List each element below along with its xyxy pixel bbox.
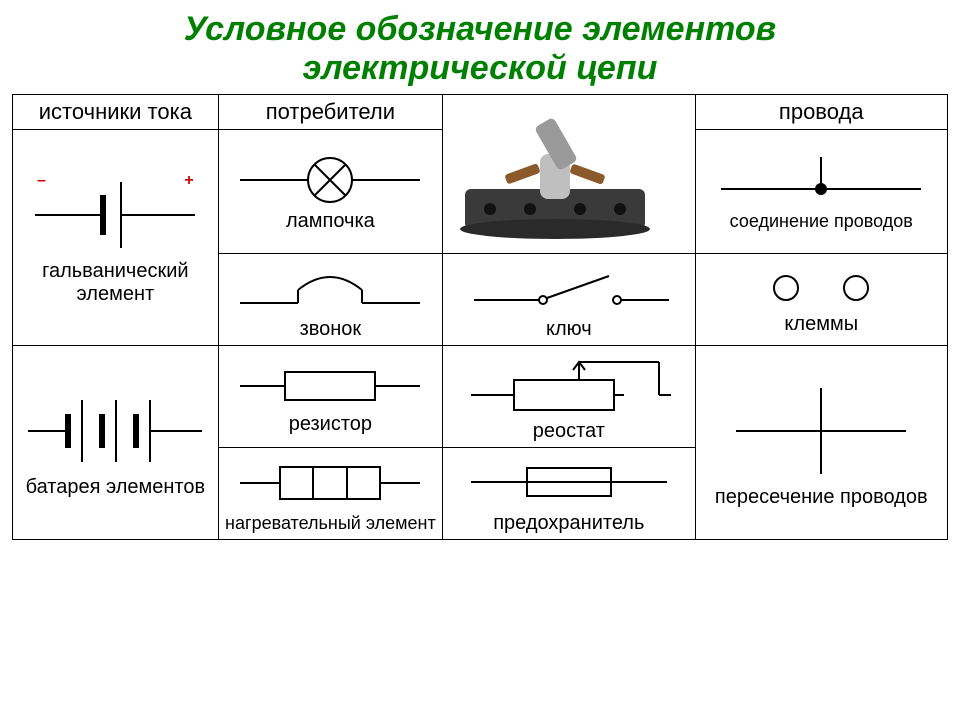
rheostat-label: реостат <box>445 420 692 443</box>
plus-label: + <box>184 172 193 190</box>
cell-resistor: резистор <box>218 346 442 448</box>
crossing-symbol-icon <box>721 376 921 486</box>
resistor-symbol-icon <box>230 358 430 413</box>
cell-crossing: пересечение проводов <box>695 346 947 540</box>
symbols-table: источники тока потребители провода <box>12 94 948 540</box>
title-line2: электрической цепи <box>303 49 658 87</box>
switch-photo-icon <box>445 99 665 249</box>
table-header-row: источники тока потребители провода <box>13 95 948 130</box>
resistor-label: резистор <box>221 413 440 436</box>
header-wires: провода <box>695 95 947 130</box>
cell-rheostat: реостат <box>443 346 695 448</box>
cell-battery: батарея элементов <box>13 346 219 540</box>
conn-label: соединение проводов <box>698 211 945 232</box>
cell-lamp: лампочка <box>218 130 442 254</box>
cell-switch: ключ <box>443 254 695 346</box>
galvanic-label: гальванический элемент <box>15 260 216 306</box>
heater-label: нагревательный элемент <box>221 513 440 534</box>
crossing-label: пересечение проводов <box>698 486 945 509</box>
battery-symbol-icon <box>20 386 210 476</box>
fuse-label: предохранитель <box>445 512 692 535</box>
header-consumers: потребители <box>218 95 442 130</box>
header-sources: источники тока <box>13 95 219 130</box>
fuse-symbol-icon <box>459 452 679 512</box>
rheostat-symbol-icon <box>459 350 679 420</box>
cell-terminals: клеммы <box>695 254 947 346</box>
terminals-symbol-icon <box>721 263 921 313</box>
minus-label: – <box>37 172 46 190</box>
page-title: Условное обозначение элементов электриче… <box>12 10 948 88</box>
lamp-label: лампочка <box>221 210 440 233</box>
switch-symbol-icon <box>459 258 679 318</box>
cell-wire-connection: соединение проводов <box>695 130 947 254</box>
galvanic-symbol-icon <box>25 170 205 260</box>
cell-fuse: предохранитель <box>443 448 695 540</box>
heater-symbol-icon <box>230 453 430 513</box>
bell-symbol-icon <box>230 258 430 318</box>
lamp-symbol-icon <box>230 150 430 210</box>
cell-bell: звонок <box>218 254 442 346</box>
cell-heater: нагревательный элемент <box>218 448 442 540</box>
bell-label: звонок <box>221 318 440 341</box>
title-line1: Условное обозначение элементов <box>184 10 776 48</box>
cell-galvanic: – + гальванический элемент <box>13 130 219 346</box>
terminals-label: клеммы <box>698 313 945 336</box>
switch-label: ключ <box>445 318 692 341</box>
battery-label: батарея элементов <box>15 476 216 499</box>
wire-connection-symbol-icon <box>711 151 931 211</box>
row-3: батарея элементов резистор <box>13 346 948 448</box>
switch-photo-cell <box>443 95 695 254</box>
